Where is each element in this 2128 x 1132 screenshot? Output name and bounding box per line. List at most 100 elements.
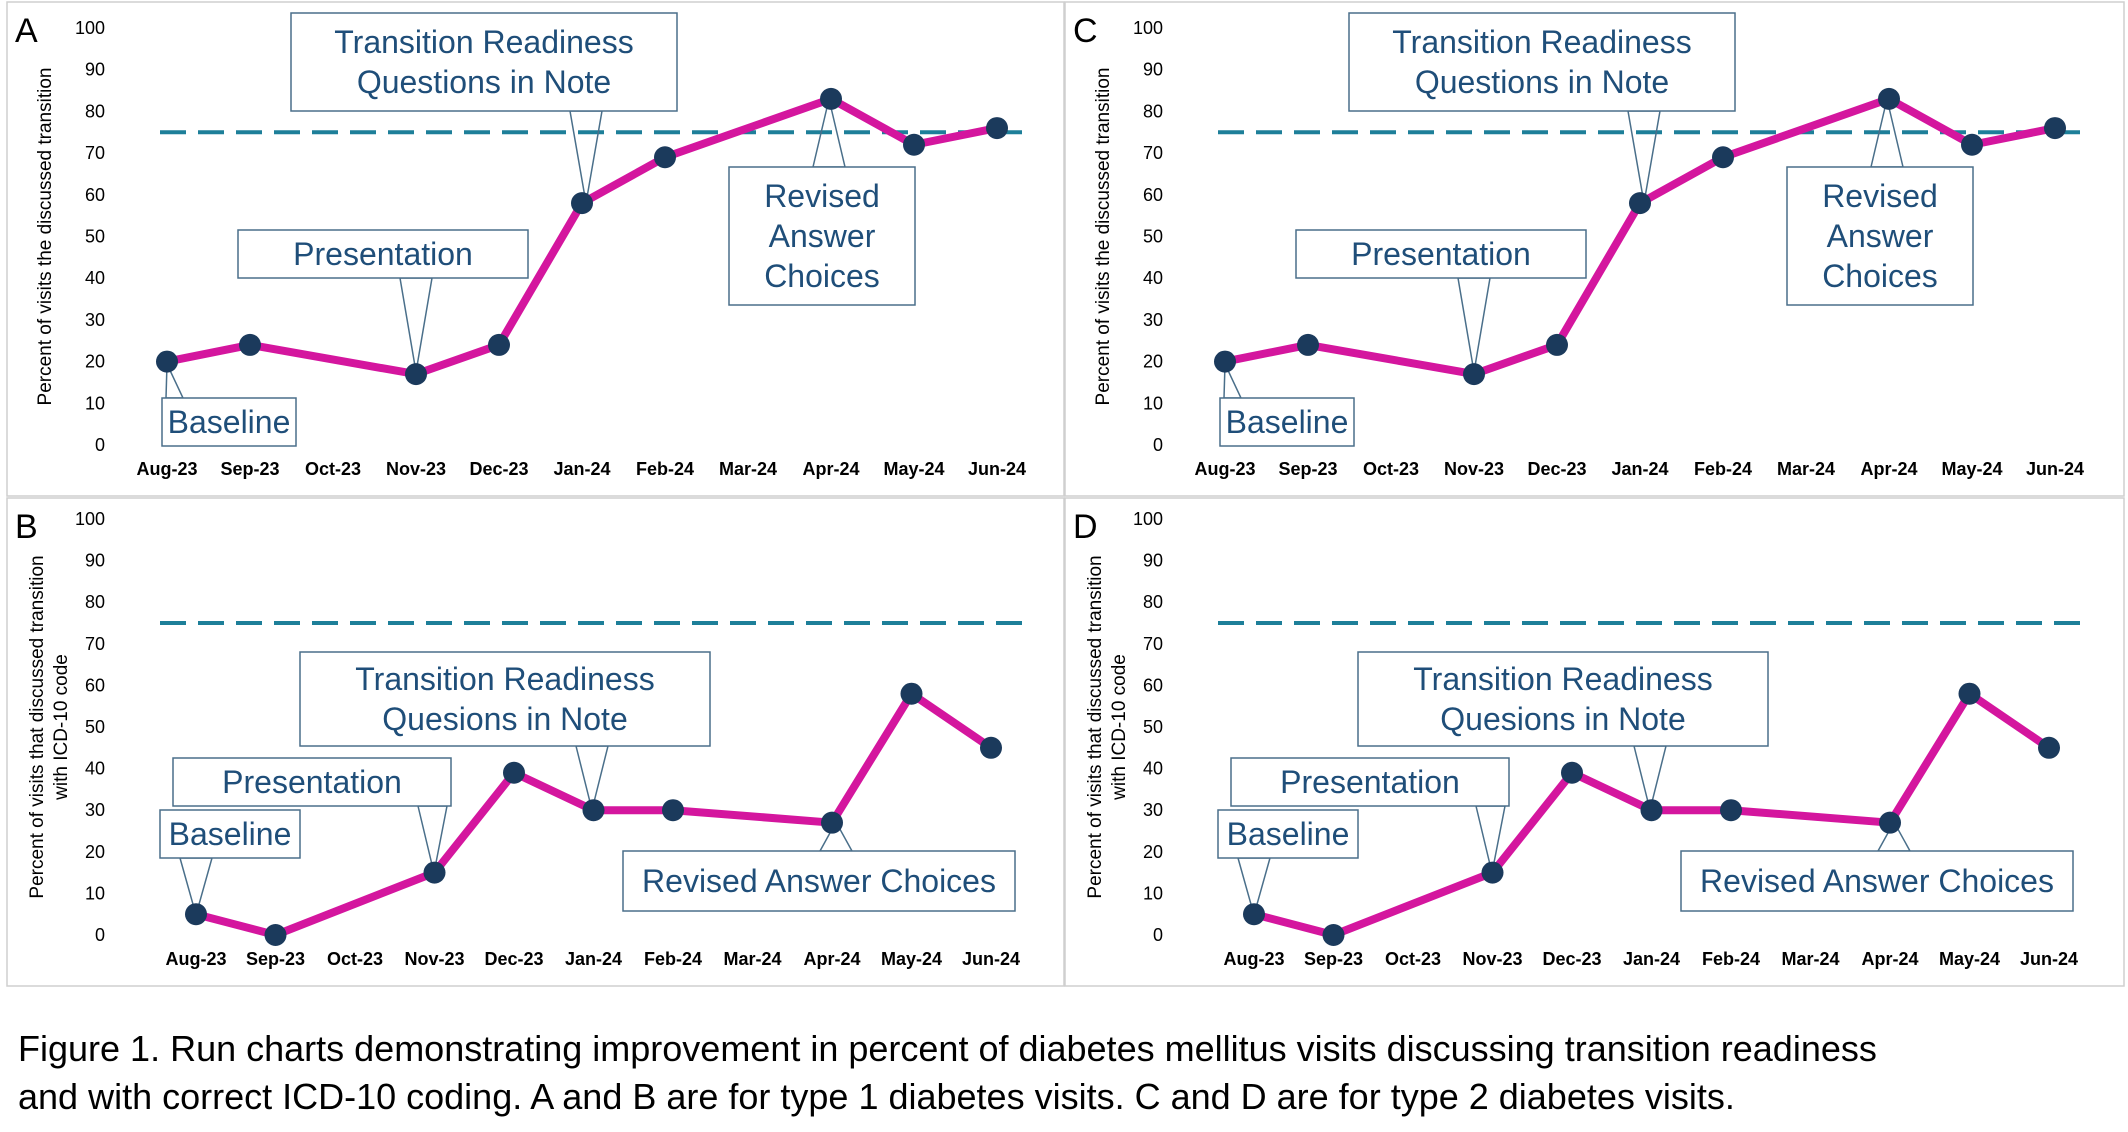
callout-box <box>161 397 297 447</box>
callout-text-line: Quesions in Note <box>382 701 627 737</box>
data-point <box>1214 350 1236 373</box>
panel-frame <box>6 1 1065 497</box>
x-tick-label: Mar-24 <box>719 459 777 479</box>
y-tick-label: 50 <box>1143 227 1163 247</box>
data-point <box>239 333 261 356</box>
y-tick-label: 80 <box>85 592 105 612</box>
callout-box <box>1786 166 1974 306</box>
callout-pointer <box>1457 277 1491 373</box>
panel-letter: D <box>1073 508 1098 546</box>
y-axis-label-line: with ICD-10 code <box>51 654 72 801</box>
x-tick-label: Jun-24 <box>968 459 1026 479</box>
y-tick-label: 70 <box>85 143 105 163</box>
y-tick-label: 0 <box>95 435 105 455</box>
y-tick-label: 40 <box>85 759 105 779</box>
callout: Baseline <box>1217 809 1359 918</box>
callout-text-line: Transition Readiness <box>1392 24 1691 60</box>
callout-box <box>237 229 529 279</box>
y-tick-label: 90 <box>85 60 105 80</box>
callout-text-line: Choices <box>764 258 880 294</box>
callout: Presentation <box>172 757 452 874</box>
x-tick-label: Jan-24 <box>553 459 610 479</box>
x-tick-label: Sep-23 <box>220 459 279 479</box>
callout-text-line: Presentation <box>293 236 473 272</box>
y-tick-label: 20 <box>1143 352 1163 372</box>
y-tick-label: 50 <box>1143 717 1163 737</box>
callout-text-line: Quesions in Note <box>1440 701 1685 737</box>
callout-text-line: Questions in Note <box>1415 64 1669 100</box>
data-point <box>1640 799 1663 822</box>
callout-box <box>728 166 916 306</box>
data-point <box>900 682 923 705</box>
x-tick-label: Jan-24 <box>1623 949 1680 969</box>
x-tick-label: May-24 <box>883 459 944 479</box>
y-axis-label-line: Percent of visits the discussed transiti… <box>35 68 56 406</box>
y-tick-label: 0 <box>95 925 105 945</box>
y-tick-label: 70 <box>1143 634 1163 654</box>
data-point <box>820 87 842 110</box>
chart-panel-a: A 0 10 20 30 40 50 60 70 80 90 100 Percent of visits… <box>6 1 1065 497</box>
callout-pointer <box>1627 110 1661 204</box>
callout-text-line: Answer <box>1827 218 1934 254</box>
panel-frame <box>1064 497 2125 987</box>
x-tick-label: Feb-24 <box>1694 459 1752 479</box>
panel-frame <box>1064 1 2125 497</box>
callout: Baseline <box>1219 363 1355 447</box>
callout: Revised Answer Choices <box>622 820 1016 912</box>
y-tick-label: 30 <box>1143 310 1163 330</box>
data-point <box>503 761 525 784</box>
y-tick-label: 90 <box>1143 60 1163 80</box>
callout-box <box>1230 757 1510 807</box>
callout: Baseline <box>159 809 301 918</box>
y-tick-label: 10 <box>85 883 105 903</box>
y-tick-label: 20 <box>1143 842 1163 862</box>
callout-text-line: Presentation <box>1351 236 1531 272</box>
x-tick-label: Nov-23 <box>1444 459 1504 479</box>
panel-letter: B <box>15 508 38 546</box>
data-point <box>821 811 843 834</box>
callout-text-line: Questions in Note <box>357 64 611 100</box>
y-tick-label: 20 <box>85 352 105 372</box>
callout: Presentation <box>237 229 529 373</box>
y-tick-label: 50 <box>85 227 105 247</box>
x-tick-label: Jan-24 <box>565 949 622 969</box>
x-tick-label: Sep-23 <box>1278 459 1337 479</box>
y-tick-label: 60 <box>1143 185 1163 205</box>
callout: Transition Readiness Quesions in Note <box>1357 651 1769 811</box>
callout-text-line: Revised Answer Choices <box>1700 863 2054 899</box>
x-tick-label: Dec-23 <box>484 949 543 969</box>
data-point <box>1712 146 1734 169</box>
panel-letter: A <box>15 12 38 50</box>
x-tick-label: Mar-24 <box>723 949 781 969</box>
data-point <box>1322 924 1345 946</box>
callout-text-line: Choices <box>1822 258 1938 294</box>
y-tick-label: 90 <box>85 551 105 571</box>
x-tick-label: May-24 <box>881 949 942 969</box>
x-tick-label: Mar-24 <box>1781 949 1839 969</box>
x-tick-label: Feb-24 <box>1702 949 1760 969</box>
x-tick-label: Feb-24 <box>644 949 702 969</box>
y-axis-label: Percent of visits the discussed transiti… <box>1093 68 1114 406</box>
panel-frame <box>6 497 1065 987</box>
data-point <box>1561 761 1583 784</box>
data-point <box>986 117 1008 140</box>
y-tick-label: 10 <box>1143 393 1163 413</box>
x-tick-label: May-24 <box>1939 949 2000 969</box>
chart-panel-d: D 0 10 20 30 40 50 60 70 80 90 100 Percent of visits… <box>1064 497 2125 987</box>
x-tick-label: Jun-24 <box>962 949 1020 969</box>
x-tick-label: Aug-23 <box>1194 459 1255 479</box>
callout-box <box>290 12 678 112</box>
callout-box <box>1217 809 1359 859</box>
y-tick-label: 40 <box>85 268 105 288</box>
y-tick-label: 80 <box>85 101 105 121</box>
y-tick-label: 90 <box>1143 551 1163 571</box>
caption-line-2: and with correct ICD-10 coding. A and B … <box>18 1076 1735 1117</box>
y-tick-label: 30 <box>85 800 105 820</box>
data-point <box>423 861 446 884</box>
y-tick-label: 20 <box>85 842 105 862</box>
callout: Presentation <box>1230 757 1510 874</box>
x-tick-label: Apr-24 <box>803 949 860 969</box>
y-tick-label: 100 <box>1133 18 1163 38</box>
x-tick-label: Nov-23 <box>1462 949 1522 969</box>
